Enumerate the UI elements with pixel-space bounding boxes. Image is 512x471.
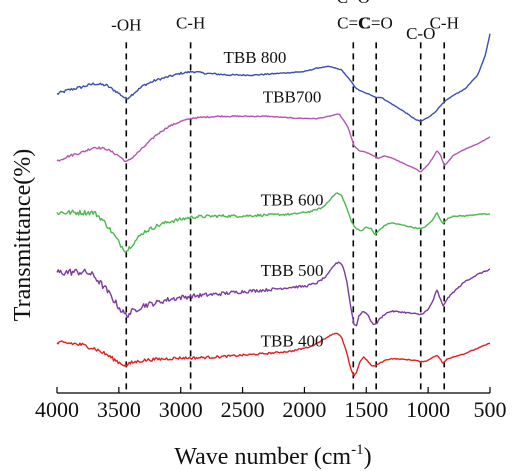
y-axis-label: Transmittance(%) [10, 149, 36, 321]
x-tick-label-2500: 2500 [221, 397, 265, 422]
series-group [56, 33, 491, 377]
series-line-tbb-800 [56, 33, 491, 122]
x-axis-label-close: ) [364, 444, 372, 470]
x-tick-label-3500: 3500 [97, 397, 141, 422]
series-label-tbb-400: TBB 400 [261, 332, 324, 351]
x-ticks: 4000 3500 3000 2500 2000 1500 1000 500 [35, 387, 507, 422]
reference-label-5: C-H [430, 14, 459, 33]
series-line-tbb700 [56, 113, 491, 173]
x-axis-label: Wave number (cm-1) [174, 442, 371, 470]
x-axis-label-superscript: -1 [351, 442, 364, 458]
x-tick-label-3000: 3000 [159, 397, 203, 422]
series-label-tbb-600: TBB 600 [261, 191, 324, 210]
reference-label-3: C=O [360, 14, 393, 33]
series-labels: TBB 800 TBB700 TBB 600 TBB 500 TBB 400 [224, 48, 324, 351]
series-label-tbb700: TBB700 [263, 88, 322, 107]
x-tick-label-500: 500 [474, 397, 507, 422]
reference-label-0: -OH [111, 15, 141, 34]
x-tick-label-1500: 1500 [344, 397, 388, 422]
x-tick-label-1000: 1000 [406, 397, 450, 422]
series-line-tbb-500 [56, 261, 491, 327]
series-line-tbb-600 [56, 192, 491, 253]
series-label-tbb-800: TBB 800 [224, 48, 287, 67]
series-label-tbb-500: TBB 500 [261, 261, 324, 280]
x-tick-label-4000: 4000 [35, 397, 79, 422]
reference-lines: -OHC-HC=OC=CC=OC-OC-H [111, 0, 459, 391]
x-tick-label-2000: 2000 [282, 397, 326, 422]
series-line-tbb-400 [56, 332, 491, 377]
x-axis-label-main: Wave number (cm [174, 444, 351, 470]
reference-label-1: C-H [176, 14, 205, 33]
reference-label-2-1: C=C [337, 14, 369, 33]
axes: 4000 3500 3000 2500 2000 1500 1000 500 Wave num… [10, 149, 507, 470]
reference-label-2-0: C=O [337, 0, 370, 7]
reference-label-4: C-O [406, 24, 435, 43]
